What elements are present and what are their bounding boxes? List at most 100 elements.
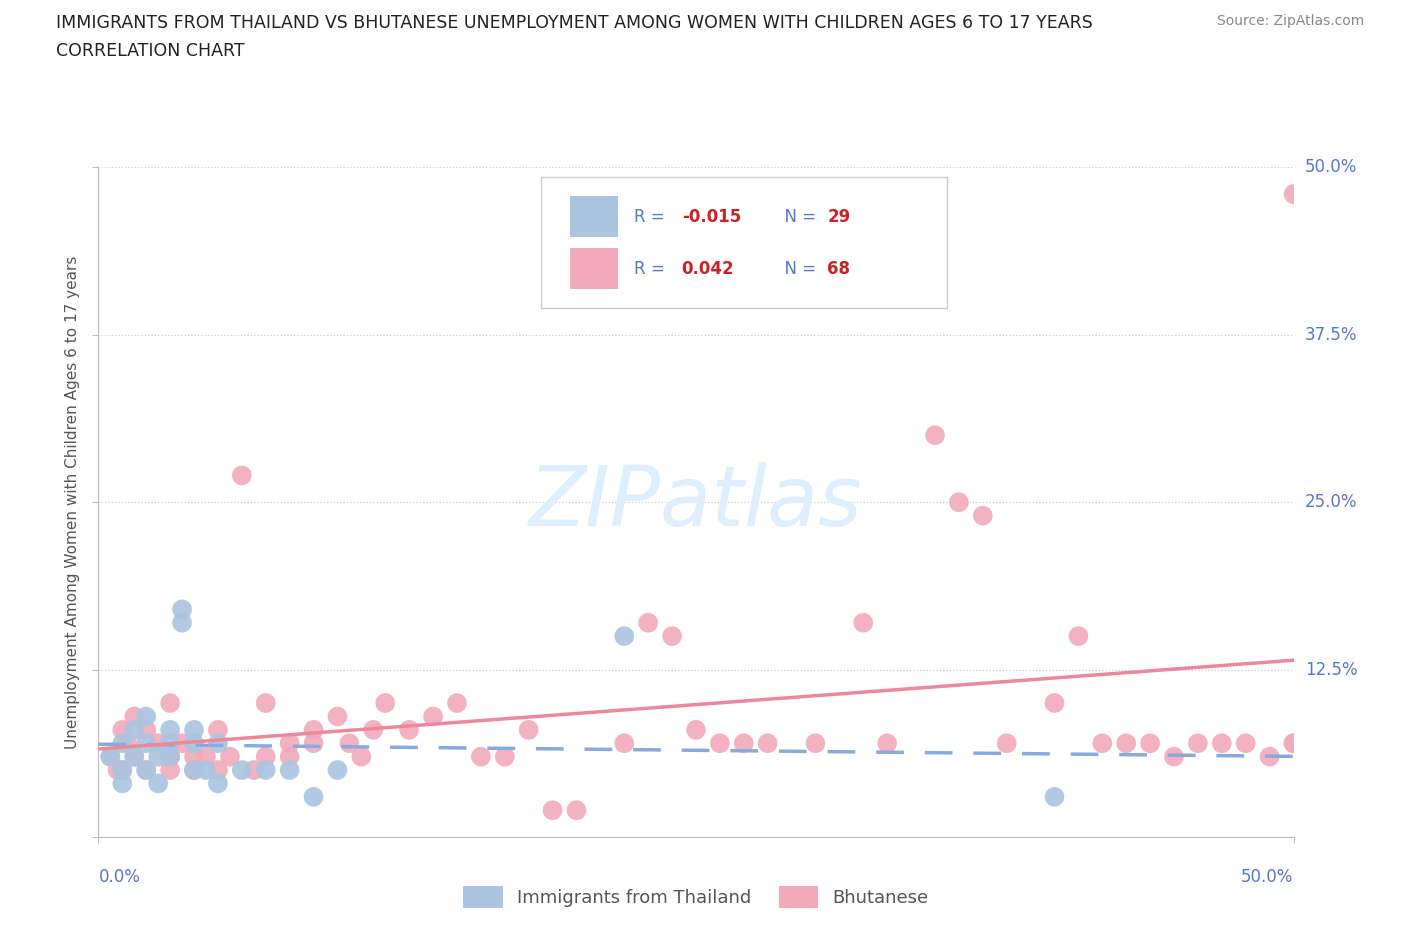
Point xyxy=(422,709,444,724)
Text: Source: ZipAtlas.com: Source: ZipAtlas.com xyxy=(1216,14,1364,28)
Point xyxy=(148,736,170,751)
Text: 25.0%: 25.0% xyxy=(1305,493,1357,512)
Text: CORRELATION CHART: CORRELATION CHART xyxy=(56,42,245,60)
Point xyxy=(135,763,157,777)
Point xyxy=(183,763,205,777)
Point xyxy=(159,750,181,764)
FancyBboxPatch shape xyxy=(540,178,946,308)
Point xyxy=(661,629,683,644)
Text: 50.0%: 50.0% xyxy=(1241,868,1294,885)
Point xyxy=(565,803,588,817)
Point xyxy=(254,750,277,764)
Point xyxy=(194,750,217,764)
Point xyxy=(876,736,898,751)
Point xyxy=(363,723,385,737)
Point xyxy=(302,790,325,804)
Point xyxy=(148,750,170,764)
Point xyxy=(107,763,129,777)
Point xyxy=(231,468,253,483)
Text: 37.5%: 37.5% xyxy=(1305,326,1357,344)
Point xyxy=(183,750,205,764)
Text: IMMIGRANTS FROM THAILAND VS BHUTANESE UNEMPLOYMENT AMONG WOMEN WITH CHILDREN AGE: IMMIGRANTS FROM THAILAND VS BHUTANESE UN… xyxy=(56,14,1092,32)
Point xyxy=(1282,187,1305,202)
Point xyxy=(254,696,277,711)
Point xyxy=(135,763,157,777)
Point xyxy=(172,616,194,631)
Point xyxy=(111,763,134,777)
Point xyxy=(194,763,217,777)
Point xyxy=(278,750,301,764)
Point xyxy=(326,709,349,724)
Point xyxy=(804,736,827,751)
Point xyxy=(278,736,301,751)
Text: ZIPatlas: ZIPatlas xyxy=(529,461,863,543)
Point xyxy=(995,736,1018,751)
Point xyxy=(124,723,146,737)
Point xyxy=(1067,629,1090,644)
Point xyxy=(541,803,564,817)
Point xyxy=(159,736,181,751)
Point xyxy=(111,736,134,751)
Point xyxy=(183,736,205,751)
Point xyxy=(111,723,134,737)
Point xyxy=(183,723,205,737)
Legend: Immigrants from Thailand, Bhutanese: Immigrants from Thailand, Bhutanese xyxy=(456,879,936,915)
Point xyxy=(494,750,516,764)
Point xyxy=(613,629,636,644)
Point xyxy=(98,750,122,764)
Point xyxy=(207,736,229,751)
Point xyxy=(756,736,779,751)
Text: 29: 29 xyxy=(827,208,851,226)
Text: 0.0%: 0.0% xyxy=(98,868,141,885)
Point xyxy=(374,696,396,711)
Point xyxy=(733,736,755,751)
Text: 68: 68 xyxy=(827,259,851,277)
Point xyxy=(135,736,157,751)
Point xyxy=(1258,750,1281,764)
Point xyxy=(159,723,181,737)
Text: 50.0%: 50.0% xyxy=(1305,158,1357,177)
Point xyxy=(972,508,994,523)
Text: -0.015: -0.015 xyxy=(682,208,741,226)
Point xyxy=(1043,790,1066,804)
Point xyxy=(613,736,636,751)
Point xyxy=(207,723,229,737)
Point xyxy=(183,763,205,777)
Point xyxy=(243,763,266,777)
Point xyxy=(135,723,157,737)
Point xyxy=(685,723,707,737)
Point xyxy=(207,763,229,777)
Point xyxy=(517,723,540,737)
Point xyxy=(124,750,146,764)
Point xyxy=(231,763,253,777)
Point xyxy=(470,750,492,764)
Point xyxy=(337,736,360,751)
Point xyxy=(219,750,242,764)
Point xyxy=(115,736,138,751)
Point xyxy=(1234,736,1257,751)
Point xyxy=(172,602,194,617)
FancyBboxPatch shape xyxy=(571,196,619,237)
Text: N =: N = xyxy=(773,208,821,226)
Text: 12.5%: 12.5% xyxy=(1305,660,1357,679)
Point xyxy=(278,763,301,777)
Text: 0.042: 0.042 xyxy=(682,259,734,277)
Point xyxy=(852,616,875,631)
Point xyxy=(207,776,229,790)
Point xyxy=(398,723,420,737)
Point xyxy=(111,776,134,790)
Point xyxy=(1091,736,1114,751)
FancyBboxPatch shape xyxy=(571,248,619,289)
Point xyxy=(948,495,970,510)
Point xyxy=(159,696,181,711)
Point xyxy=(1115,736,1137,751)
Text: N =: N = xyxy=(773,259,821,277)
Point xyxy=(148,776,170,790)
Point xyxy=(124,750,146,764)
Point xyxy=(446,696,468,711)
Point xyxy=(172,736,194,751)
Y-axis label: Unemployment Among Women with Children Ages 6 to 17 years: Unemployment Among Women with Children A… xyxy=(65,256,80,749)
Point xyxy=(254,763,277,777)
Point xyxy=(1163,750,1185,764)
Point xyxy=(637,616,659,631)
